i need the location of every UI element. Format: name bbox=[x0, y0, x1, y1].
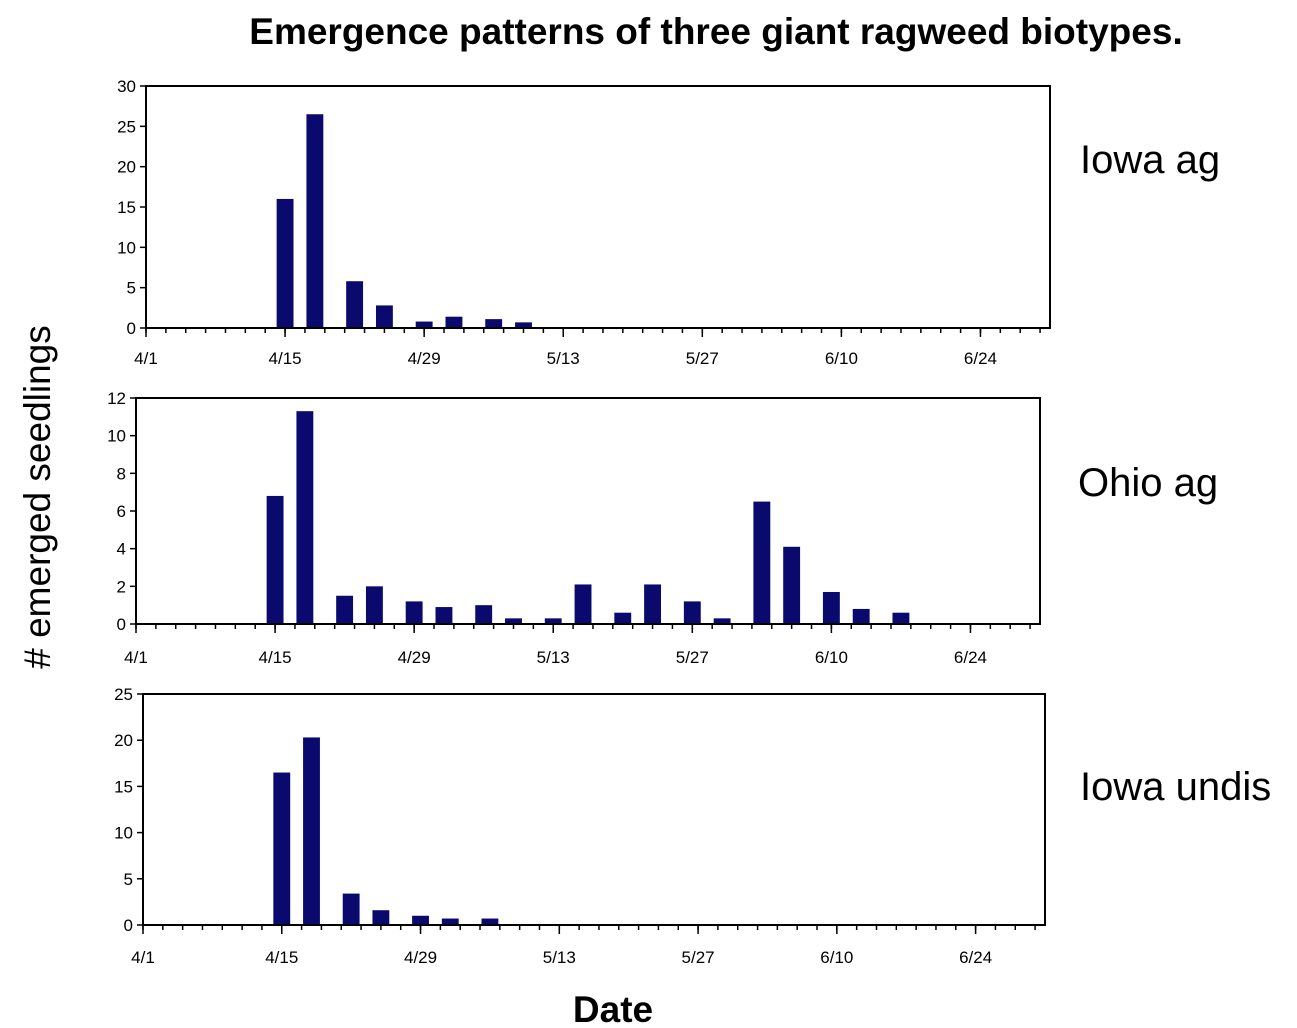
bar bbox=[713, 618, 731, 624]
panel-iowa-undis: Iowa undis 0 5 10 15 20 25 4/1 4/15 4/29 5/13 5/27… bbox=[114, 685, 1271, 967]
bar bbox=[296, 411, 314, 624]
bar bbox=[441, 918, 459, 925]
y-tick-label: 15 bbox=[114, 777, 133, 796]
x-tick-label: 6/10 bbox=[815, 648, 848, 667]
y-tick-label: 10 bbox=[114, 824, 133, 843]
panel-label-iowa-ag: Iowa ag bbox=[1080, 138, 1220, 182]
y-tick-label: 2 bbox=[117, 577, 126, 596]
bar bbox=[485, 319, 503, 328]
y-tick-label: 10 bbox=[117, 238, 136, 257]
y-tick-label: 0 bbox=[117, 615, 126, 634]
bar bbox=[515, 322, 532, 328]
panel-label-iowa-undis: Iowa undis bbox=[1080, 765, 1271, 809]
bar bbox=[346, 281, 364, 328]
bar bbox=[505, 618, 522, 624]
bar bbox=[783, 546, 801, 624]
bar bbox=[753, 501, 771, 624]
x-tick-label: 4/1 bbox=[131, 948, 155, 967]
y-tick-label: 30 bbox=[117, 77, 136, 96]
y-tick-label: 20 bbox=[117, 158, 136, 177]
bar bbox=[303, 737, 320, 925]
x-axis-label: Date bbox=[573, 989, 653, 1028]
y-tick-label: 0 bbox=[124, 916, 133, 935]
x-tick-label: 4/29 bbox=[398, 648, 431, 667]
x-tick-label: 6/10 bbox=[820, 948, 853, 967]
bar bbox=[683, 601, 701, 624]
bar bbox=[375, 305, 393, 328]
bar bbox=[435, 607, 453, 624]
y-tick-label: 15 bbox=[117, 198, 136, 217]
panel-iowa-ag: Iowa ag 0 5 10 15 20 25 30 4/1 4/15 4/29 5/13 5/27 6… bbox=[117, 77, 1220, 368]
bar bbox=[445, 316, 463, 328]
y-axis-label: # emerged seedlings bbox=[17, 325, 58, 669]
x-tick-label: 5/27 bbox=[686, 349, 719, 368]
x-tick-label: 6/10 bbox=[825, 349, 858, 368]
bar bbox=[852, 608, 870, 624]
y-tick-label: 20 bbox=[114, 731, 133, 750]
x-tick-label: 4/1 bbox=[134, 349, 158, 368]
x-tick-label: 4/1 bbox=[124, 648, 148, 667]
bar bbox=[475, 605, 493, 624]
bar bbox=[574, 584, 592, 624]
y-tick-label: 4 bbox=[117, 540, 126, 559]
bar bbox=[822, 591, 840, 624]
x-tick-label: 5/13 bbox=[547, 349, 580, 368]
y-tick-label: 0 bbox=[127, 319, 136, 338]
x-tick-label: 5/27 bbox=[682, 948, 715, 967]
bar bbox=[336, 595, 354, 624]
bar bbox=[365, 586, 383, 624]
x-tick-label: 4/15 bbox=[269, 349, 302, 368]
y-tick-label: 10 bbox=[107, 427, 126, 446]
panel-label-ohio-ag: Ohio ag bbox=[1078, 461, 1218, 505]
bar bbox=[892, 612, 910, 624]
x-tick-label: 4/15 bbox=[265, 948, 298, 967]
bar bbox=[481, 918, 499, 925]
x-tick-label: 6/24 bbox=[954, 648, 987, 667]
y-tick-label: 5 bbox=[127, 279, 136, 298]
bar bbox=[276, 198, 294, 328]
y-tick-label: 5 bbox=[124, 870, 133, 889]
panel-ohio-ag: Ohio ag 0 2 4 6 8 10 12 4/1 4/15 4/29 5/13 5/27 6/10… bbox=[107, 389, 1218, 667]
bar bbox=[342, 893, 360, 925]
x-tick-label: 5/13 bbox=[543, 948, 576, 967]
bar bbox=[412, 915, 429, 925]
bar bbox=[544, 618, 562, 624]
y-tick-label: 25 bbox=[117, 117, 136, 136]
bar bbox=[273, 772, 291, 925]
bar bbox=[415, 321, 433, 328]
x-tick-label: 6/24 bbox=[959, 948, 992, 967]
bar bbox=[644, 584, 662, 624]
y-tick-label: 25 bbox=[114, 685, 133, 704]
x-tick-label: 4/15 bbox=[259, 648, 292, 667]
y-tick-label: 6 bbox=[117, 502, 126, 521]
x-tick-label: 6/24 bbox=[964, 349, 997, 368]
bar bbox=[372, 910, 390, 925]
x-tick-label: 4/29 bbox=[404, 948, 437, 967]
bar bbox=[306, 114, 324, 328]
x-tick-label: 4/29 bbox=[408, 349, 441, 368]
x-tick-label: 5/27 bbox=[676, 648, 709, 667]
chart-title: Emergence patterns of three giant ragwee… bbox=[249, 11, 1182, 52]
bar bbox=[266, 495, 284, 624]
y-tick-label: 8 bbox=[117, 464, 126, 483]
bar bbox=[405, 601, 423, 624]
y-tick-label: 12 bbox=[107, 389, 126, 408]
bar bbox=[614, 612, 632, 624]
x-tick-label: 5/13 bbox=[537, 648, 570, 667]
